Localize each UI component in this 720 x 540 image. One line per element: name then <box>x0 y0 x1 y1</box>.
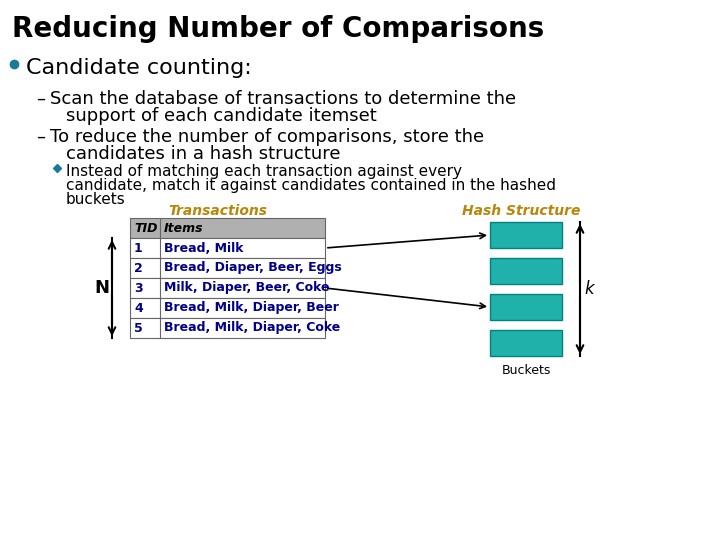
Text: 5: 5 <box>134 321 143 334</box>
Text: Bread, Diaper, Beer, Eggs: Bread, Diaper, Beer, Eggs <box>164 261 342 274</box>
Bar <box>490 222 562 248</box>
Bar <box>130 318 325 338</box>
Text: Reducing Number of Comparisons: Reducing Number of Comparisons <box>12 15 544 43</box>
Bar <box>490 330 562 356</box>
Text: Transactions: Transactions <box>168 204 267 218</box>
Text: Bread, Milk: Bread, Milk <box>164 241 243 254</box>
Text: Buckets: Buckets <box>501 364 551 377</box>
Bar <box>490 258 562 284</box>
Text: buckets: buckets <box>66 192 126 207</box>
Text: –: – <box>36 128 45 146</box>
Text: candidate, match it against candidates contained in the hashed: candidate, match it against candidates c… <box>66 178 556 193</box>
Bar <box>130 278 325 298</box>
Text: Scan the database of transactions to determine the: Scan the database of transactions to det… <box>50 90 516 108</box>
Bar <box>130 298 325 318</box>
Text: 4: 4 <box>134 301 143 314</box>
Text: Bread, Milk, Diaper, Coke: Bread, Milk, Diaper, Coke <box>164 321 341 334</box>
Text: –: – <box>36 90 45 108</box>
Text: Bread, Milk, Diaper, Beer: Bread, Milk, Diaper, Beer <box>164 301 339 314</box>
Text: support of each candidate itemset: support of each candidate itemset <box>66 107 377 125</box>
Bar <box>130 238 325 258</box>
Text: Hash Structure: Hash Structure <box>462 204 580 218</box>
Text: Milk, Diaper, Beer, Coke: Milk, Diaper, Beer, Coke <box>164 281 330 294</box>
Text: TID: TID <box>134 221 158 234</box>
Text: To reduce the number of comparisons, store the: To reduce the number of comparisons, sto… <box>50 128 484 146</box>
Text: 1: 1 <box>134 241 143 254</box>
Bar <box>130 258 325 278</box>
Text: Candidate counting:: Candidate counting: <box>26 58 252 78</box>
Text: k: k <box>584 280 594 298</box>
Text: 3: 3 <box>134 281 143 294</box>
Bar <box>130 218 325 238</box>
Text: Instead of matching each transaction against every: Instead of matching each transaction aga… <box>66 164 462 179</box>
Bar <box>490 294 562 320</box>
Text: Items: Items <box>164 221 204 234</box>
Text: N: N <box>94 279 109 297</box>
Text: candidates in a hash structure: candidates in a hash structure <box>66 145 341 163</box>
Text: 2: 2 <box>134 261 143 274</box>
